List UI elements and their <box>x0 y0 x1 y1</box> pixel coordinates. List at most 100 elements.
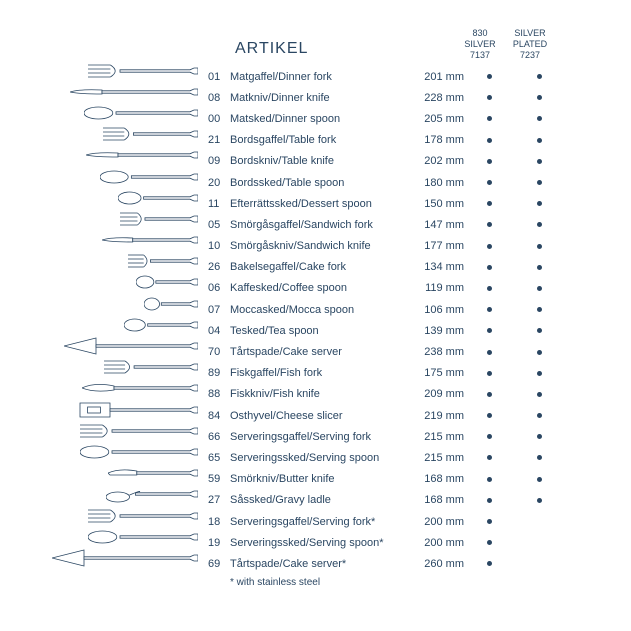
dot-830-silver <box>464 283 514 294</box>
item-name: Fiskkniv/Fish knife <box>230 388 410 400</box>
item-length: 202 mm <box>410 155 464 167</box>
dot-silver-plated <box>514 135 564 146</box>
dot-830-silver <box>464 558 514 569</box>
dot-silver-plated <box>514 325 564 336</box>
item-length: 119 mm <box>410 282 464 294</box>
item-name: Smörgåsgaffel/Sandwich fork <box>230 219 410 231</box>
dot-silver-plated <box>514 219 564 230</box>
utensil-icon <box>38 102 198 123</box>
dot-silver-plated <box>514 368 564 379</box>
item-name: Matkniv/Dinner knife <box>230 92 410 104</box>
table-row: 26Bakelsegaffel/Cake fork134 mm <box>208 257 568 278</box>
item-name: Tårtspade/Cake server* <box>230 558 410 570</box>
table-row: 08Matkniv/Dinner knife228 mm <box>208 87 568 108</box>
dot-830-silver <box>464 474 514 485</box>
item-name: Serveringssked/Serving spoon* <box>230 537 410 549</box>
table-row: 07Moccasked/Mocca spoon106 mm <box>208 299 568 320</box>
table-row: 66Serveringsgaffel/Serving fork215 mm <box>208 426 568 447</box>
item-code: 09 <box>208 155 230 167</box>
item-length: 215 mm <box>410 431 464 443</box>
item-name: Matgaffel/Dinner fork <box>230 71 410 83</box>
utensil-icon <box>38 547 198 568</box>
item-code: 70 <box>208 346 230 358</box>
utensil-icon <box>38 335 198 356</box>
utensil-icon <box>38 526 198 547</box>
item-code: 07 <box>208 304 230 316</box>
item-length: 177 mm <box>410 240 464 252</box>
item-code: 89 <box>208 367 230 379</box>
table-row: 18Serveringsgaffel/Serving fork*200 mm <box>208 511 568 532</box>
item-length: 106 mm <box>410 304 464 316</box>
utensil-icon <box>38 272 198 293</box>
item-code: 69 <box>208 558 230 570</box>
dot-silver-plated <box>514 241 564 252</box>
item-length: 209 mm <box>410 388 464 400</box>
item-name: Efterrättssked/Dessert spoon <box>230 198 410 210</box>
dot-silver-plated <box>514 474 564 485</box>
item-name: Såssked/Gravy ladle <box>230 494 410 506</box>
table-row: 59Smörkniv/Butter knife168 mm <box>208 469 568 490</box>
item-length: 147 mm <box>410 219 464 231</box>
dot-silver-plated <box>514 452 564 463</box>
item-name: Tårtspade/Cake server <box>230 346 410 358</box>
dot-silver-plated <box>514 71 564 82</box>
dot-silver-plated <box>514 495 564 506</box>
item-name: Matsked/Dinner spoon <box>230 113 410 125</box>
item-code: 19 <box>208 537 230 549</box>
col1-l2: SILVER <box>464 39 495 49</box>
utensil-icon <box>38 124 198 145</box>
dot-silver-plated <box>514 113 564 124</box>
item-length: 168 mm <box>410 473 464 485</box>
item-length: 175 mm <box>410 367 464 379</box>
utensil-icon <box>38 293 198 314</box>
item-length: 201 mm <box>410 71 464 83</box>
utensil-icon <box>38 145 198 166</box>
utensil-icon <box>38 208 198 229</box>
table-row: 70Tårtspade/Cake server238 mm <box>208 341 568 362</box>
dot-830-silver <box>464 304 514 315</box>
footnote: * with stainless steel <box>208 577 568 588</box>
item-name: Moccasked/Mocca spoon <box>230 304 410 316</box>
item-length: 134 mm <box>410 261 464 273</box>
utensil-icon <box>38 251 198 272</box>
dot-830-silver <box>464 410 514 421</box>
item-name: Bordssked/Table spoon <box>230 177 410 189</box>
item-name: Tesked/Tea spoon <box>230 325 410 337</box>
dot-830-silver <box>464 113 514 124</box>
table-row: 19Serveringssked/Serving spoon*200 mm <box>208 532 568 553</box>
dot-830-silver <box>464 219 514 230</box>
item-name: Smörgåskniv/Sandwich knife <box>230 240 410 252</box>
utensil-icon <box>38 60 198 81</box>
table-row: 04Tesked/Tea spoon139 mm <box>208 320 568 341</box>
table-row: 09Bordskniv/Table knife202 mm <box>208 151 568 172</box>
utensil-icon <box>38 399 198 420</box>
dot-830-silver <box>464 389 514 400</box>
item-length: 238 mm <box>410 346 464 358</box>
utensil-icon <box>38 230 198 251</box>
utensil-icon <box>38 81 198 102</box>
item-code: 11 <box>208 198 230 210</box>
item-code: 27 <box>208 494 230 506</box>
article-table: 01Matgaffel/Dinner fork201 mm 08Matkniv/D… <box>208 66 568 588</box>
dot-830-silver <box>464 495 514 506</box>
dot-silver-plated <box>514 431 564 442</box>
item-name: Bordsgaffel/Table fork <box>230 134 410 146</box>
table-row: 00Matsked/Dinner spoon205 mm <box>208 108 568 129</box>
table-row: 65Serveringssked/Serving spoon215 mm <box>208 447 568 468</box>
item-name: Bordskniv/Table knife <box>230 155 410 167</box>
dot-silver-plated <box>514 177 564 188</box>
col2-l2: PLATED <box>513 39 547 49</box>
item-code: 04 <box>208 325 230 337</box>
col2-l3: 7237 <box>520 50 540 60</box>
item-name: Fiskgaffel/Fish fork <box>230 367 410 379</box>
item-name: Serveringsgaffel/Serving fork* <box>230 516 410 528</box>
dot-830-silver <box>464 71 514 82</box>
item-length: 260 mm <box>410 558 464 570</box>
item-code: 20 <box>208 177 230 189</box>
dot-silver-plated <box>514 198 564 209</box>
item-length: 180 mm <box>410 177 464 189</box>
table-row: 84Osthyvel/Cheese slicer219 mm <box>208 405 568 426</box>
item-code: 01 <box>208 71 230 83</box>
utensil-icon <box>38 420 198 441</box>
dot-silver-plated <box>514 283 564 294</box>
